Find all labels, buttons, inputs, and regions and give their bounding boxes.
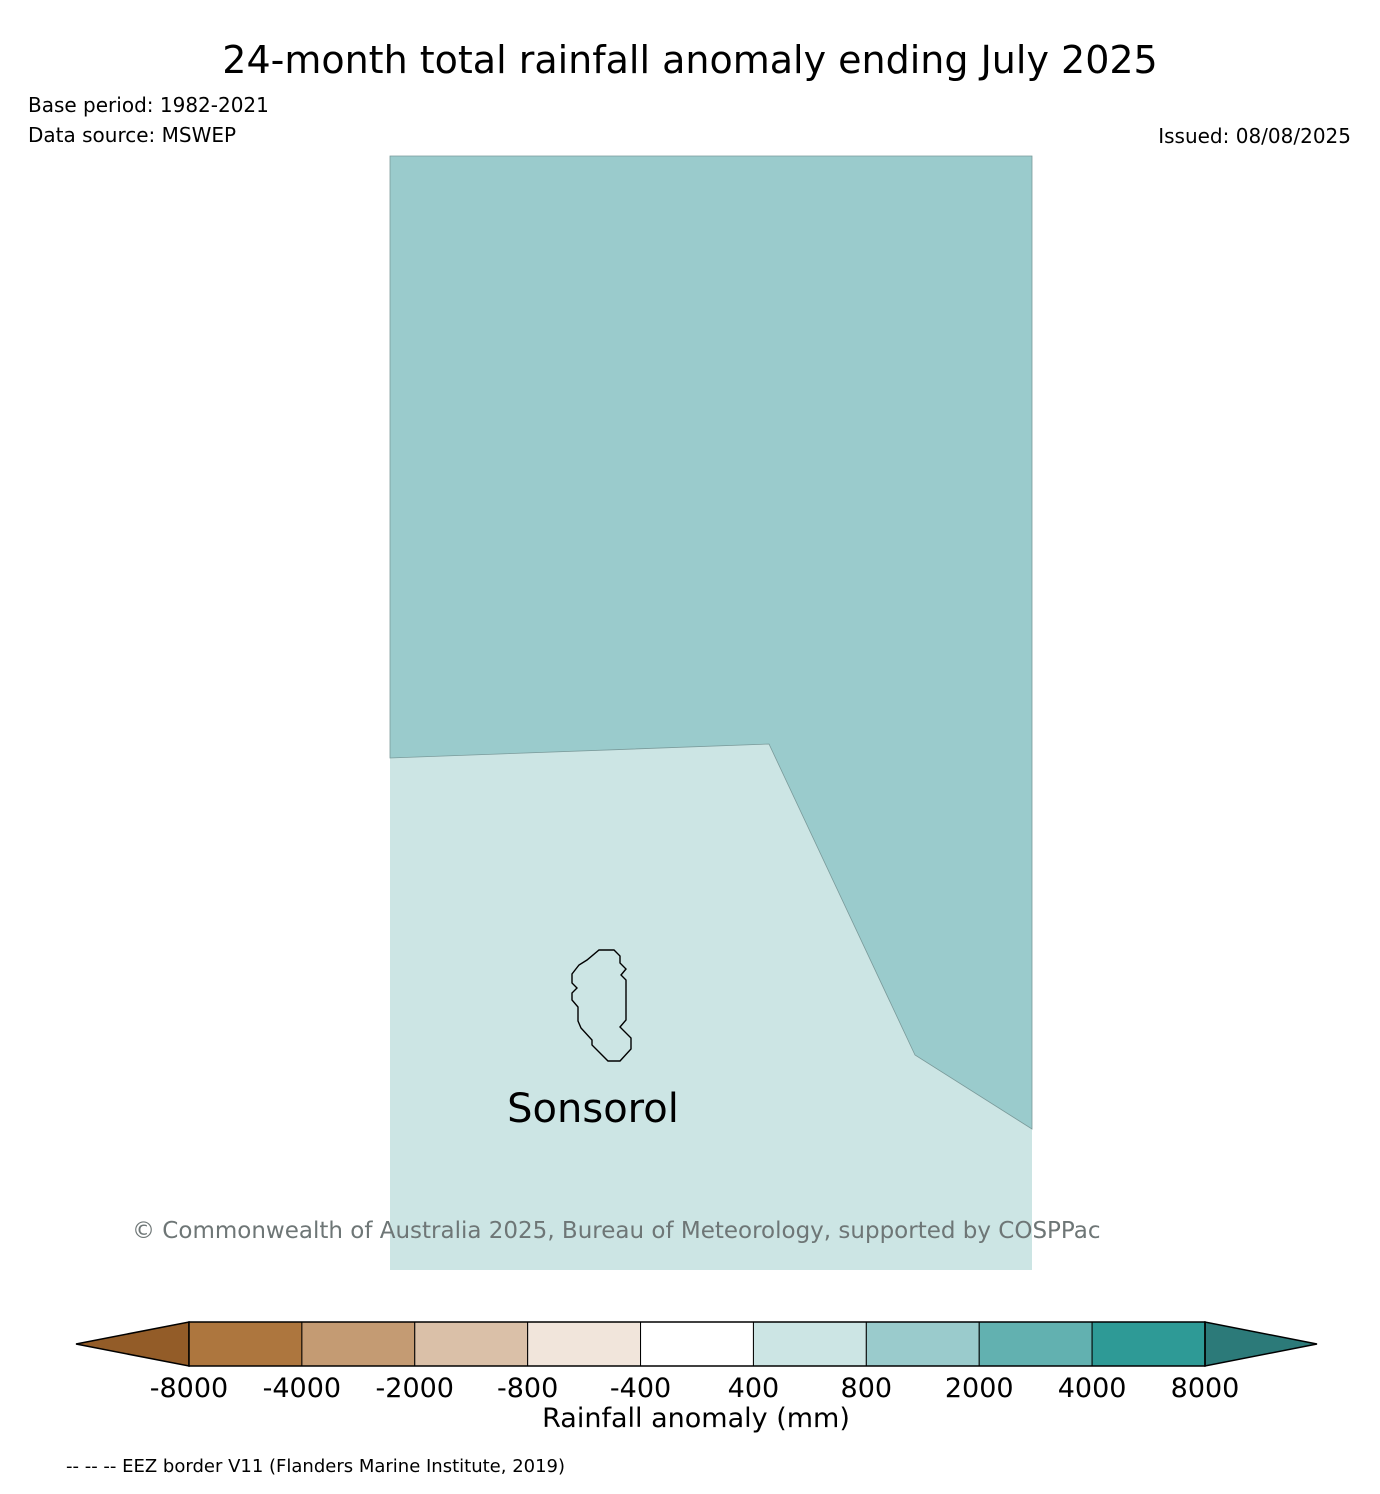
colorbar-title: Rainfall anomaly (mm) [542, 1403, 850, 1434]
colorbar-bin-5 [752, 1321, 867, 1367]
colorbar-bin-8 [1091, 1321, 1206, 1367]
map-title: 24-month total rainfall anomaly ending J… [222, 38, 1158, 82]
colorbar-tick-label: -2000 [376, 1373, 454, 1404]
colorbar-tick-label: 2000 [945, 1373, 1014, 1404]
colorbar-tick-label: 4000 [1058, 1373, 1127, 1404]
colorbar-bin-0 [188, 1321, 303, 1367]
colorbar-frame [188, 1321, 1206, 1367]
colorbar-tick-label: -8000 [150, 1373, 228, 1404]
colorbar-tick-label: 800 [841, 1373, 893, 1404]
base-period-label: Base period: 1982-2021 [28, 93, 269, 117]
map-panel: Sonsorol [389, 155, 1033, 1270]
colorbar-bin-2 [414, 1321, 529, 1367]
colorbar-extend-high [1204, 1321, 1318, 1367]
island-label: Sonsorol [507, 1086, 679, 1132]
colorbar-tick-label: 400 [728, 1373, 780, 1404]
colorbar-bin-4 [640, 1321, 754, 1367]
colorbar-bin-6 [865, 1321, 980, 1367]
colorbar-tick-label: -4000 [263, 1373, 341, 1404]
colorbar-tick-label: 8000 [1171, 1373, 1240, 1404]
colorbar-bin-3 [527, 1321, 642, 1367]
copyright-notice: © Commonwealth of Australia 2025, Bureau… [132, 1218, 1101, 1244]
colorbar-legend: -8000 -4000 -2000 -800 -400 400 800 2000 4000 800… [75, 1321, 1318, 1434]
sonsorol-island-outline [571, 949, 632, 1062]
issued-date-label: Issued: 08/08/2025 [1158, 124, 1351, 148]
colorbar-extend-low [75, 1321, 190, 1367]
colorbar-tick-label: -400 [610, 1373, 671, 1404]
data-source-label: Data source: MSWEP [28, 123, 237, 147]
colorbar-tick-label: -800 [497, 1373, 558, 1404]
colorbar-bin-1 [301, 1321, 416, 1367]
anomaly-region-800-2000 [389, 155, 1033, 1130]
colorbar-bin-7 [978, 1321, 1093, 1367]
eez-border-note: -- -- -- EEZ border V11 (Flanders Marine… [66, 1456, 566, 1477]
